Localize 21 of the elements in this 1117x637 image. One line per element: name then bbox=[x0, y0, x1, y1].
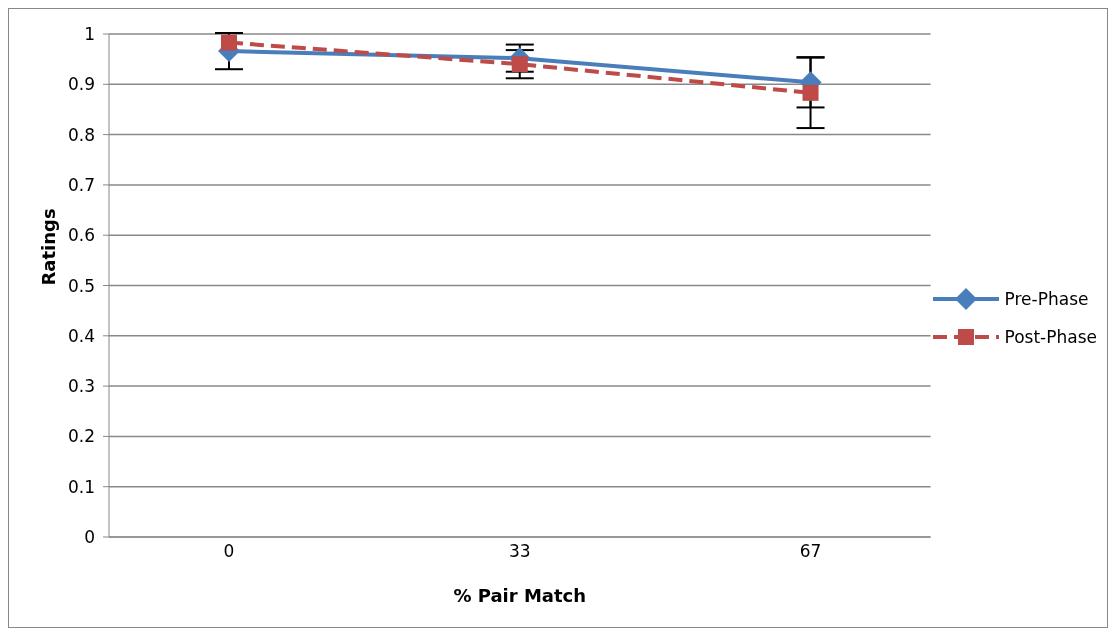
y-tick-label: 0.5 bbox=[67, 275, 95, 296]
legend-label: Pre-Phase bbox=[1004, 289, 1089, 309]
point bbox=[802, 84, 819, 101]
y-tick-label: 0.1 bbox=[67, 476, 95, 497]
y-tick-label: 0.6 bbox=[67, 225, 95, 246]
point bbox=[221, 34, 237, 51]
y-tick-label: 0.7 bbox=[67, 174, 95, 195]
x-tick-label: 33 bbox=[508, 541, 531, 562]
x-tick-label: 0 bbox=[223, 541, 235, 562]
y-tick-label: 0.8 bbox=[67, 124, 95, 145]
y-tick-label: 0.9 bbox=[67, 74, 95, 95]
y-tick-label: 0 bbox=[84, 527, 95, 548]
y-tick-label: 0.2 bbox=[67, 426, 95, 447]
y-axis-title: Ratings bbox=[38, 208, 60, 286]
x-tick-label: 67 bbox=[799, 541, 822, 562]
y-tick-label: 0.4 bbox=[67, 325, 95, 346]
x-axis-title: % Pair Match bbox=[453, 585, 587, 606]
point bbox=[511, 56, 528, 73]
y-tick-label: 0.3 bbox=[67, 376, 95, 397]
y-tick-label: 1 bbox=[84, 24, 95, 45]
legend-label: Post-Phase bbox=[1004, 327, 1097, 347]
